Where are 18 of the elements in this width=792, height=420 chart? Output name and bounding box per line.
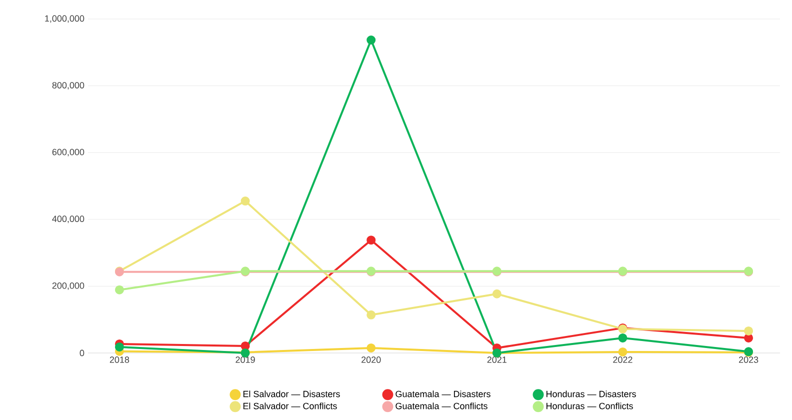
x-tick-label: 2021: [487, 356, 506, 363]
x-tick-label: 2020: [362, 356, 381, 363]
y-tick-label: 200,000: [52, 282, 84, 290]
legend-label: Honduras — Conflicts: [546, 402, 633, 410]
y-tick-label: 1,000,000: [45, 15, 84, 23]
x-tick-label: 2018: [110, 356, 130, 363]
legend-label: El Salvador — Disasters: [243, 390, 340, 398]
legend-label: Guatemala — Disasters: [396, 390, 490, 398]
y-tick-label: 600,000: [52, 148, 84, 156]
legend-label: Guatemala — Conflicts: [396, 402, 488, 410]
x-tick-label: 2019: [236, 356, 255, 363]
legend-label: Honduras — Disasters: [546, 390, 636, 398]
y-tick-label: 400,000: [52, 216, 84, 224]
y-tick-label: 0: [80, 350, 84, 356]
x-tick-label: 2023: [738, 356, 758, 363]
x-tick-label: 2022: [613, 356, 632, 363]
legend-label: El Salvador — Conflicts: [243, 402, 337, 410]
y-tick-label: 800,000: [52, 82, 84, 90]
